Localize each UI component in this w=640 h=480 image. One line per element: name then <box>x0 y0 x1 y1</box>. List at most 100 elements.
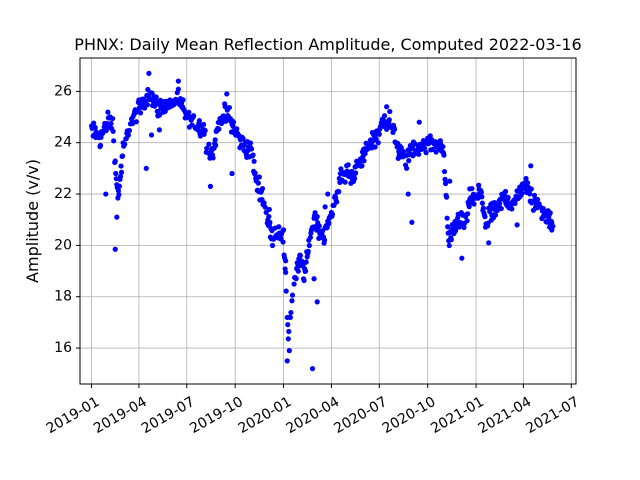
data-point <box>440 144 446 150</box>
data-point <box>409 219 415 225</box>
data-point <box>234 126 240 132</box>
data-point <box>305 248 311 254</box>
data-point <box>125 132 131 138</box>
x-tick-label: 2020-04 <box>284 394 343 437</box>
data-points <box>88 70 556 372</box>
data-point <box>230 123 236 129</box>
data-point <box>248 146 255 152</box>
data-point <box>461 224 467 231</box>
data-point <box>437 140 443 146</box>
data-point <box>255 180 261 186</box>
data-point <box>528 186 534 192</box>
y-axis-label: Amplitude (v/v) <box>23 159 42 283</box>
data-point <box>446 242 452 249</box>
data-point <box>442 176 448 182</box>
data-point <box>509 206 515 212</box>
data-point <box>405 191 411 197</box>
data-point <box>156 127 163 133</box>
data-point <box>116 183 123 189</box>
data-point <box>322 204 328 210</box>
data-point <box>535 196 541 203</box>
x-tick-label: 2019-04 <box>91 394 150 437</box>
data-point <box>527 191 533 197</box>
data-point <box>113 170 119 177</box>
data-point <box>505 194 511 201</box>
data-point <box>92 124 98 131</box>
data-point <box>144 102 150 108</box>
data-point <box>445 224 451 230</box>
data-point <box>266 214 272 220</box>
data-point <box>329 211 336 217</box>
data-point <box>448 237 454 243</box>
data-point <box>112 246 118 252</box>
x-tick-label: 2021-04 <box>476 394 535 437</box>
data-point <box>384 104 390 110</box>
data-point <box>381 113 388 119</box>
data-point <box>153 94 159 100</box>
data-point <box>210 155 216 161</box>
data-point <box>295 268 301 274</box>
data-point <box>479 200 485 206</box>
data-point <box>476 182 482 188</box>
data-point <box>201 121 207 128</box>
data-point <box>114 214 120 220</box>
data-point <box>250 152 256 158</box>
data-point <box>387 108 393 115</box>
data-point <box>326 221 332 227</box>
data-point <box>126 127 133 134</box>
data-point <box>416 119 422 125</box>
x-tick-label: 2020-10 <box>380 394 439 437</box>
data-point <box>336 189 342 195</box>
data-point <box>286 328 292 335</box>
data-point <box>376 131 382 137</box>
x-tick-label: 2019-01 <box>44 394 103 437</box>
data-point <box>112 158 118 164</box>
data-point <box>212 137 218 143</box>
data-point <box>321 237 328 243</box>
x-tick-label: 2019-07 <box>139 394 198 437</box>
data-point <box>252 170 258 176</box>
data-point <box>375 140 381 146</box>
data-point <box>359 163 365 169</box>
y-tick-label: 24 <box>54 135 72 151</box>
data-point <box>465 211 471 217</box>
data-point <box>115 188 121 194</box>
data-point <box>111 138 117 144</box>
data-point <box>175 86 181 92</box>
data-point <box>133 119 139 125</box>
data-point <box>180 97 186 103</box>
data-point <box>286 348 292 354</box>
data-point <box>523 175 529 182</box>
data-point <box>213 142 219 148</box>
data-point <box>110 115 116 122</box>
data-point <box>137 110 144 116</box>
data-point <box>421 145 428 151</box>
data-point <box>280 227 287 233</box>
data-point <box>256 174 262 180</box>
data-point <box>518 186 524 192</box>
data-point <box>299 258 305 264</box>
data-point <box>262 204 268 210</box>
data-point <box>312 210 318 216</box>
data-point <box>373 136 379 142</box>
data-point <box>289 298 295 304</box>
data-point <box>391 126 398 132</box>
data-point <box>110 128 116 134</box>
data-point <box>316 223 322 229</box>
data-point <box>116 191 122 198</box>
data-point <box>247 140 254 146</box>
y-tick-label: 22 <box>54 186 72 202</box>
data-point <box>342 179 348 185</box>
data-point <box>301 277 307 284</box>
data-point <box>325 191 331 197</box>
data-point <box>97 142 104 148</box>
data-point <box>285 322 291 328</box>
data-point <box>276 224 282 230</box>
data-point <box>145 86 151 93</box>
data-point <box>103 191 109 197</box>
data-point <box>118 169 125 175</box>
data-point <box>280 239 286 245</box>
data-point <box>345 162 351 168</box>
data-point <box>525 180 531 186</box>
